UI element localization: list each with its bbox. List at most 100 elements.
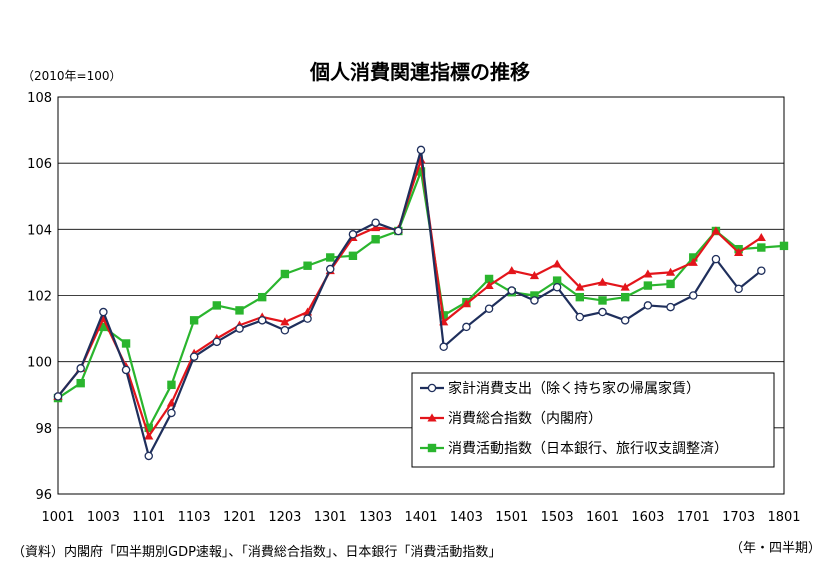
x-tick-label: 1701 [677, 510, 710, 525]
data-point [371, 235, 380, 244]
x-axis-label: （年・四半期） [730, 541, 821, 556]
x-tick-label: 1603 [631, 510, 664, 525]
data-point [280, 269, 290, 279]
data-point [552, 259, 562, 268]
data-point [325, 264, 335, 274]
data-point [507, 266, 517, 275]
x-tick-label: 1501 [495, 510, 528, 525]
data-point [99, 307, 108, 317]
y-axis-ticks: 96 98 100 102 104 106 108 [27, 91, 52, 503]
data-point [99, 322, 108, 332]
data-point [439, 342, 448, 352]
data-point [144, 423, 153, 433]
legend-marker [427, 443, 437, 453]
data-point [212, 301, 222, 310]
data-point [257, 292, 267, 302]
data-point [144, 431, 154, 440]
data-point [189, 352, 199, 361]
x-tick-label: 1101 [132, 510, 165, 525]
data-point [575, 282, 585, 291]
legend-label: 家計消費支出（除く持ち家の帰属家賃） [448, 380, 700, 397]
data-point [507, 286, 516, 295]
y-tick-label: 108 [27, 91, 52, 106]
data-point [757, 243, 766, 252]
data-point [620, 282, 630, 291]
series-square [53, 167, 789, 433]
data-point [280, 325, 290, 335]
data-point [280, 317, 290, 326]
data-point [529, 271, 540, 280]
y-tick-label: 98 [35, 422, 52, 437]
x-tick-label: 1301 [314, 510, 347, 525]
data-point [598, 307, 607, 317]
data-point [620, 316, 630, 325]
data-point [530, 296, 539, 305]
legend: 家計消費支出（除く持ち家の帰属家賃） 消費総合指数（内閣府） 消費活動指数（日本銀行… [411, 372, 775, 468]
data-point [643, 281, 653, 290]
x-tick-label: 1001 [41, 510, 74, 525]
data-point [620, 292, 630, 302]
data-point [711, 226, 721, 235]
x-tick-label: 1003 [87, 510, 120, 525]
data-point [121, 365, 131, 375]
x-tick-label: 1103 [178, 510, 211, 525]
data-point [756, 233, 766, 242]
data-point [552, 282, 562, 292]
data-point [711, 254, 721, 264]
data-point [530, 291, 539, 300]
data-point [643, 269, 653, 278]
y-tick-label: 104 [27, 223, 52, 238]
data-point [348, 251, 358, 260]
data-point [688, 257, 698, 266]
data-point [189, 316, 199, 325]
data-point [416, 145, 426, 155]
y-tick-label: 100 [27, 356, 52, 371]
data-point [461, 299, 471, 308]
legend-items: 家計消費支出（除く持ち家の帰属家賃） 消費総合指数（内閣府） 消費活動指数（日本銀行… [420, 380, 728, 457]
data-point [757, 266, 766, 275]
legend-label: 消費総合指数（内閣府） [448, 411, 602, 427]
x-axis-ticks: 1001 1003 1101 1103 1201 1203 1301 1303 1401 1403… [41, 510, 800, 525]
chart-title: 個人消費関連指標の推移 [309, 60, 530, 84]
data-point [257, 316, 267, 325]
data-point [76, 364, 85, 373]
data-point [326, 253, 335, 262]
legend-label: 消費活動指数（日本銀行、旅行収支調整済） [448, 441, 728, 457]
data-point [371, 223, 381, 232]
data-point [462, 322, 471, 332]
legend-box [411, 372, 775, 468]
data-point [484, 274, 494, 284]
y-tick-label: 96 [35, 488, 52, 503]
data-point [53, 392, 63, 401]
data-point [303, 261, 312, 270]
legend-marker [427, 413, 437, 422]
data-point [575, 292, 585, 302]
series-line [57, 148, 763, 458]
x-tick-label: 1403 [450, 510, 483, 525]
data-point [303, 314, 312, 323]
x-tick-label: 1703 [722, 510, 755, 525]
x-tick-label: 1601 [586, 510, 619, 525]
source-note: （資料）内閣府「四半期別GDP速報」、「消費総合指数」、日本銀行「消費活動指数」 [12, 544, 501, 560]
data-point [235, 306, 244, 315]
data-point [575, 312, 585, 322]
x-tick-label: 1801 [767, 510, 800, 525]
x-tick-label: 1303 [359, 510, 392, 525]
data-point [689, 253, 698, 262]
y-tick-label: 102 [27, 290, 52, 305]
series-group [53, 145, 789, 461]
data-point [121, 339, 131, 348]
data-point [598, 296, 607, 305]
data-point [779, 241, 789, 251]
data-point [734, 284, 743, 294]
data-point [212, 337, 222, 347]
data-point [689, 291, 698, 300]
data-point [416, 167, 426, 176]
data-point [666, 302, 675, 312]
data-point [371, 218, 380, 227]
data-point [552, 276, 562, 285]
data-point [235, 324, 244, 333]
x-tick-label: 1201 [223, 510, 256, 525]
data-point [76, 378, 85, 388]
